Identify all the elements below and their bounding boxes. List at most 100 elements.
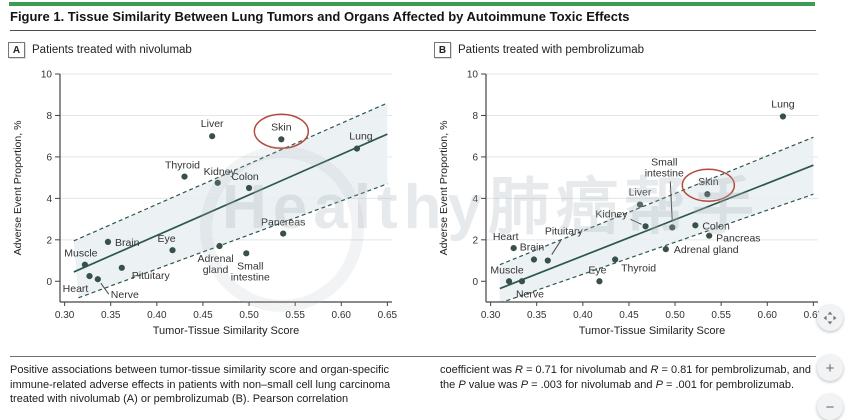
ci-upper-line [73,102,388,242]
y-axis-title: Adverse Event Proportion, % [438,121,450,256]
point-label-pituitary: Pituitary [132,270,171,282]
data-point-muscle [505,278,513,285]
panel-a-title: Patients treated with nivolumab [32,44,192,56]
zoom-out-button[interactable]: − [817,394,843,420]
point-label-pancreas: Pancreas [261,217,305,229]
ci-lower-line [78,183,388,299]
y-tick-label: 4 [472,194,478,205]
panel-pembrolizumab: B Patients treated with pembrolizumab Mu… [434,42,846,352]
nivolumab-chart: Muscle Heart Nerve Brain Pituitary Eye Thyroid… [12,70,398,338]
point-label-lung: Lung [349,131,373,143]
highlight-ellipse [253,113,310,150]
point-label-colon: Colon [702,220,730,232]
data-point-adrenal-gland [662,246,669,253]
data-point-skin [704,191,711,198]
y-tick-label: 8 [472,111,478,122]
ci-upper-line [499,136,814,266]
y-axis-title: Adverse Event Proportion, % [12,121,24,256]
accent-bar [9,2,815,6]
point-label-thyroid: Thyroid [621,263,656,275]
move-button[interactable] [817,305,843,331]
data-point-colon [692,222,699,229]
data-point-adrenal-gland [216,242,223,250]
panel-b-label-box: B [434,42,451,58]
data-point-brain [104,238,112,245]
data-point-pituitary [544,257,551,264]
panel-b-header: B Patients treated with pembrolizumab [434,42,846,58]
point-label-eye: Eye [588,264,606,276]
point-label-pituitary: Pituitary [545,226,584,238]
y-tick-label: 10 [467,70,479,81]
data-point-muscle [81,261,88,268]
point-label-muscle: Muscle [64,248,97,260]
point-label-nerve: Nerve [516,288,544,300]
x-tick-label: 0.55 [285,310,305,321]
point-label-thyroid: Thyroid [165,160,200,172]
minus-icon: − [825,398,835,416]
point-label-lung: Lung [771,98,795,110]
title-divider [10,30,816,31]
data-point-heart [510,245,517,252]
figure-caption-right: coefficient was R = 0.71 for nivolumab a… [440,364,811,391]
leader-line [100,282,110,295]
data-point-pancreas [280,230,287,237]
leader-line [669,181,673,222]
x-tick-label: 0.35 [527,310,547,321]
y-tick-label: 2 [46,235,52,246]
data-point-eye [596,278,603,285]
x-tick-label: 0.45 [619,310,639,321]
x-tick-label: 0.40 [147,310,167,321]
data-point-nerve [94,276,101,283]
x-tick-label: 0.50 [239,310,259,321]
data-point-pancreas [706,232,713,239]
data-point-liver [636,201,644,208]
x-tick-label: 0.45 [193,310,213,321]
x-tick-label: 0.30 [55,310,75,321]
point-label-brain: Brain [115,237,140,249]
data-point-thyroid [612,256,619,263]
x-tick-label: 0.65 [804,310,824,321]
figure-caption-left: Positive associations between tumor-tiss… [10,364,391,406]
y-tick-label: 0 [472,277,478,288]
data-point-nerve [518,278,526,285]
regression-line [499,164,814,290]
y-tick-label: 6 [472,152,478,163]
zoom-in-button[interactable]: + [817,355,843,381]
point-label-muscle: Muscle [490,264,523,276]
panel-a-header: A Patients treated with nivolumab [8,42,420,58]
point-label-kidney: Kidney [595,208,628,220]
data-point-kidney [642,223,649,230]
point-label-liver: Liver [201,118,224,130]
figure-caption: Positive associations between tumor-tiss… [10,356,816,407]
point-label-colon: Colon [231,171,259,183]
data-point-liver [209,133,216,140]
leader-line [551,240,562,255]
data-point-colon [245,184,253,192]
y-tick-label: 4 [46,194,52,205]
data-point-skin [278,136,285,143]
point-label-heart: Heart [493,231,519,243]
highlight-ellipse [681,168,736,202]
data-point-kidney [214,179,221,186]
y-tick-label: 0 [46,277,52,288]
confidence-band [499,137,814,302]
x-axis-title: Tumor-Tissue Similarity Score [153,325,300,337]
point-label-brain: Brain [520,242,545,254]
figure-title: Figure 1. Tissue Similarity Between Lung… [10,9,630,24]
point-label-skin: Skin [271,121,292,133]
data-point-lung [353,145,361,152]
move-icon [823,311,837,325]
point-label-kidney: Kidney [204,166,237,178]
data-point-heart [86,272,93,280]
point-label-eye: Eye [157,233,175,245]
data-point-small-intestine [669,224,676,231]
y-tick-label: 8 [46,111,52,122]
x-tick-label: 0.30 [481,310,501,321]
panel-a-label-box: A [8,42,25,58]
point-label-small-intestine: Small intestine [231,260,270,283]
plus-icon: + [825,359,835,377]
point-label-liver: Liver [629,187,652,199]
y-tick-label: 10 [41,70,53,81]
